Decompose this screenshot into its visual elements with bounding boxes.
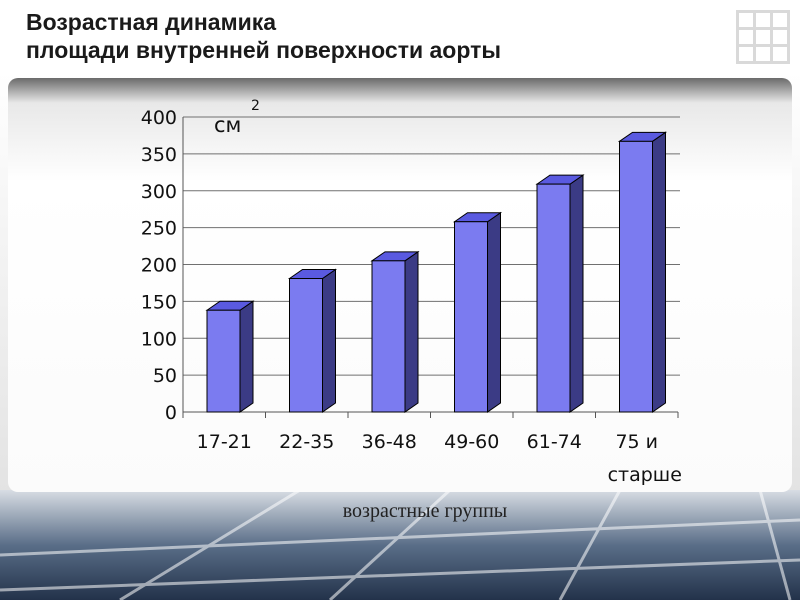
bar-front-face <box>536 183 571 413</box>
y-tick-label: 100 <box>141 328 177 350</box>
x-tick-label: 49-60 <box>444 431 499 453</box>
y-tick-label: 150 <box>141 291 177 313</box>
bar-front-face <box>289 278 323 413</box>
bar-side-face <box>652 131 666 413</box>
bar-front-face <box>206 309 241 413</box>
gridlines <box>183 116 680 376</box>
x-tick-label: старше <box>608 464 682 486</box>
bar <box>617 131 668 413</box>
bar <box>370 250 420 413</box>
x-tick-labels: 17-21 22-35 36-48 49-60 61-74 75 и старше <box>197 431 682 486</box>
bar-side-face <box>404 250 419 413</box>
bar-side-face <box>239 300 254 413</box>
bar-side-face <box>569 174 584 413</box>
bar-side-face <box>322 268 336 413</box>
y-tick-label: 350 <box>141 144 177 166</box>
y-tick-label: 200 <box>141 255 177 277</box>
y-axis-unit-label: см <box>214 113 241 137</box>
x-axis-title: возрастные группы <box>343 500 508 522</box>
bar <box>452 211 503 413</box>
y-tick-label: 0 <box>165 402 177 424</box>
y-tick-label: 300 <box>141 181 177 203</box>
bars <box>205 131 668 413</box>
slide-title-line-2: площади внутренней поверхности аорты <box>26 37 501 63</box>
y-tick-label: 250 <box>141 218 177 240</box>
bar <box>535 174 585 413</box>
x-tick-label: 22-35 <box>279 431 334 453</box>
bar-front-face <box>371 260 406 413</box>
x-tick-label: 36-48 <box>362 431 417 453</box>
bar-front-face <box>454 221 488 413</box>
bar-front-face <box>619 140 653 413</box>
grid-logo-icon <box>736 10 790 64</box>
x-tick-label: 17-21 <box>197 431 252 453</box>
y-axis-unit-superscript: 2 <box>251 98 260 114</box>
y-axis: 0 50 100 150 200 250 300 350 400 <box>141 107 184 424</box>
bar <box>287 268 338 413</box>
bar-side-face <box>487 211 501 413</box>
y-tick-label: 50 <box>153 365 177 387</box>
slide-title-line-1: Возрастная динамика <box>26 9 277 35</box>
slide-title: Возрастная динамика площади внутренней п… <box>26 8 501 64</box>
x-axis <box>182 411 679 418</box>
x-tick-label: 75 и <box>615 431 658 453</box>
bar <box>205 300 255 413</box>
x-tick-label: 61-74 <box>527 431 582 453</box>
y-tick-label: 400 <box>141 107 177 129</box>
